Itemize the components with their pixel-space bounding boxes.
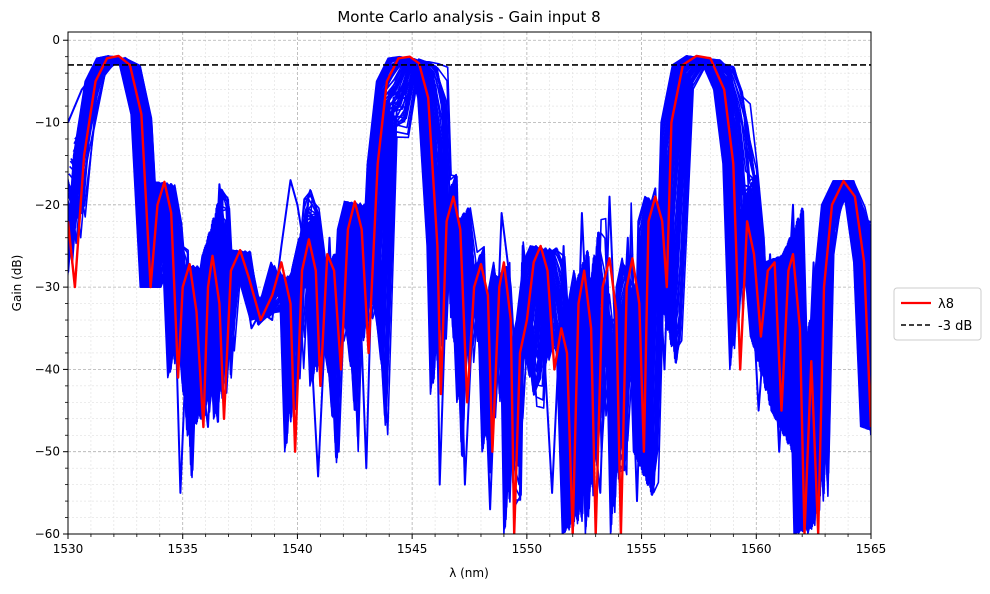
y-tick-label: −40 xyxy=(35,362,60,376)
x-axis-ticks: 1530 1535 1540 1545 1550 1555 1560 1565 xyxy=(53,534,887,556)
x-tick-label: 1530 xyxy=(53,542,84,556)
legend-box xyxy=(893,287,982,341)
y-tick-label: −30 xyxy=(35,280,60,294)
monte-carlo-run xyxy=(77,57,871,520)
y-tick-label: −60 xyxy=(35,527,60,541)
y-axis-label: Gain (dB) xyxy=(10,255,24,312)
x-tick-label: 1560 xyxy=(741,542,772,556)
y-axis-ticks: 0 −10 −20 −30 −40 −50 −60 xyxy=(35,33,68,541)
x-axis-label: λ (nm) xyxy=(449,566,489,580)
legend: λ8 -3 dB xyxy=(893,287,982,341)
y-tick-label: −10 xyxy=(35,116,60,130)
plot-frame xyxy=(67,31,872,535)
y-tick-label: −20 xyxy=(35,198,60,212)
x-tick-label: 1545 xyxy=(397,542,428,556)
series-lambda8-line xyxy=(68,54,871,534)
legend-label-3db: -3 dB xyxy=(938,319,972,334)
y-tick-label: 0 xyxy=(52,33,60,47)
chart-title: Monte Carlo analysis - Gain input 8 xyxy=(337,8,600,26)
x-tick-label: 1540 xyxy=(282,542,313,556)
x-tick-label: 1550 xyxy=(512,542,543,556)
x-tick-label: 1535 xyxy=(167,542,198,556)
x-tick-label: 1565 xyxy=(856,542,887,556)
monte-carlo-curves xyxy=(68,55,871,534)
legend-label-lambda8: λ8 xyxy=(938,297,954,312)
monte-carlo-run xyxy=(77,61,871,527)
y-tick-label: −50 xyxy=(35,445,60,459)
x-tick-label: 1555 xyxy=(626,542,657,556)
series-layer xyxy=(68,54,871,534)
